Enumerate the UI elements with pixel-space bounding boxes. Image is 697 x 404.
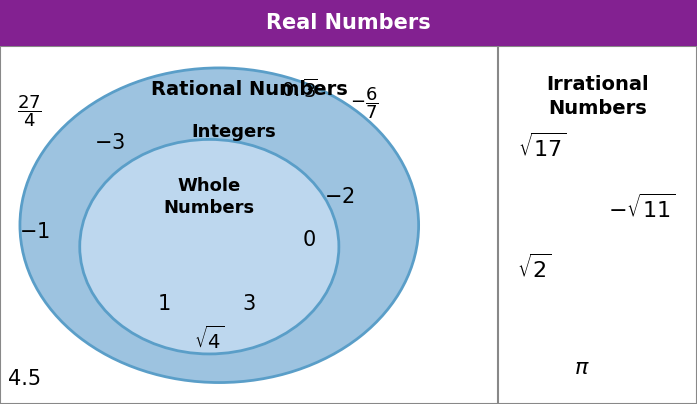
Text: $\pi$: $\pi$ bbox=[574, 358, 590, 378]
Ellipse shape bbox=[20, 68, 419, 383]
Text: 1: 1 bbox=[158, 294, 171, 314]
Text: Integers: Integers bbox=[192, 123, 277, 141]
Text: 4.5: 4.5 bbox=[8, 369, 42, 389]
Text: 3: 3 bbox=[243, 294, 256, 314]
Text: $0.\overline{3}$: $0.\overline{3}$ bbox=[281, 78, 317, 101]
Text: $\sqrt{2}$: $\sqrt{2}$ bbox=[517, 254, 551, 282]
Text: $-\dfrac{6}{7}$: $-\dfrac{6}{7}$ bbox=[349, 86, 378, 122]
Text: $-2$: $-2$ bbox=[323, 187, 354, 206]
Text: Real Numbers: Real Numbers bbox=[266, 13, 431, 33]
Ellipse shape bbox=[79, 139, 339, 354]
Text: Rational Numbers: Rational Numbers bbox=[151, 80, 348, 99]
Text: Irrational
Numbers: Irrational Numbers bbox=[546, 75, 649, 118]
Text: $-3$: $-3$ bbox=[94, 133, 125, 153]
Text: $\dfrac{27}{4}$: $\dfrac{27}{4}$ bbox=[17, 93, 43, 128]
Text: $-1$: $-1$ bbox=[20, 222, 50, 242]
Text: $\sqrt{17}$: $\sqrt{17}$ bbox=[518, 133, 567, 161]
Text: Whole
Numbers: Whole Numbers bbox=[164, 177, 255, 217]
Text: $-\sqrt{11}$: $-\sqrt{11}$ bbox=[608, 193, 675, 221]
Text: $\sqrt{4}$: $\sqrt{4}$ bbox=[194, 326, 224, 353]
Text: 0: 0 bbox=[302, 229, 316, 250]
